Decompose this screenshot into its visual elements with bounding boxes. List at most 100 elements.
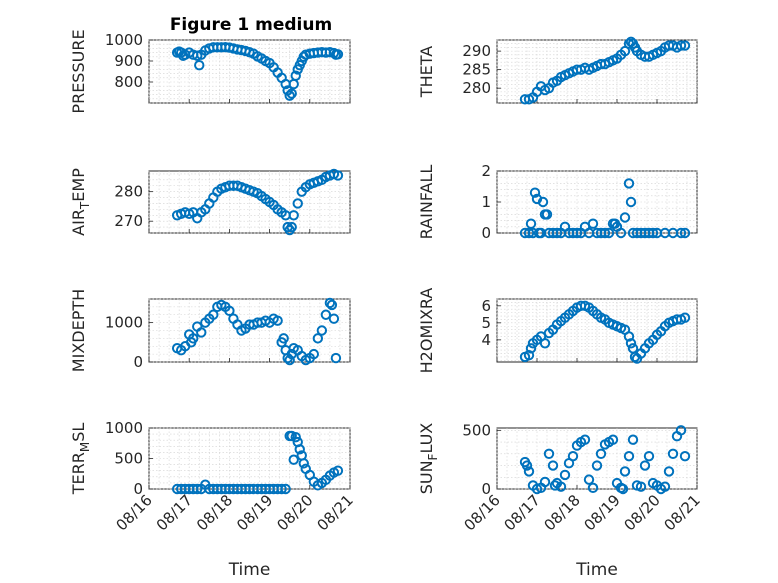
- data-point: [284, 354, 295, 366]
- y-axis-label: TERRMSL: [69, 423, 92, 496]
- data-point: [679, 40, 691, 51]
- panel-mixdepth: 0 1000 MIXDEPTH: [69, 289, 351, 372]
- data-point: [675, 227, 687, 239]
- data-point: [272, 315, 283, 326]
- data-point: [525, 218, 537, 229]
- data-point: [312, 333, 324, 344]
- panel-rainfall: 0 1 2 RAINFALL: [417, 162, 698, 242]
- y-tick-label: 4: [481, 331, 491, 349]
- data-point: [619, 212, 631, 223]
- data-point: [188, 333, 199, 344]
- data-point: [627, 434, 639, 445]
- y-tick-label: 0: [481, 480, 491, 498]
- data-point: [571, 227, 583, 239]
- data-point: [290, 431, 301, 443]
- data-point: [294, 444, 305, 455]
- y-tick-label: 6: [481, 297, 491, 315]
- y-axis-label: THETA: [417, 46, 436, 98]
- data-point: [292, 198, 303, 209]
- data-point: [543, 448, 555, 460]
- panel-air-temp: 270 280 AIRTEMP: [69, 168, 351, 236]
- data-point: [521, 460, 533, 471]
- data-point: [332, 170, 344, 181]
- data-point: [643, 450, 655, 462]
- data-point: [539, 476, 551, 488]
- data-point: [523, 227, 535, 239]
- data-point: [619, 466, 631, 477]
- data-point: [659, 481, 671, 492]
- y-tick-label: 800: [114, 73, 143, 91]
- data-point: [583, 474, 595, 485]
- data-point: [328, 313, 340, 324]
- data-point: [679, 227, 691, 239]
- y-tick-label: 500: [114, 450, 143, 468]
- data-point: [559, 469, 571, 481]
- data-point: [316, 325, 328, 336]
- y-tick-label: 0: [481, 224, 491, 242]
- data-point: [599, 227, 611, 239]
- y-tick-label: 270: [114, 212, 143, 230]
- data-point: [194, 59, 205, 71]
- data-point: [196, 327, 207, 338]
- data-point: [298, 458, 309, 469]
- data-point: [332, 49, 344, 60]
- data-point: [623, 178, 635, 189]
- data-point: [679, 312, 691, 323]
- data-point: [675, 425, 687, 436]
- data-point: [623, 331, 635, 342]
- data-point: [288, 454, 299, 465]
- y-axis-label: H2OMIXRA: [417, 288, 436, 374]
- data-point: [617, 483, 629, 495]
- data-point: [324, 297, 336, 309]
- data-point: [286, 221, 297, 233]
- y-tick-label: 1000: [105, 31, 143, 49]
- data-point: [284, 90, 295, 101]
- y-tick-label: 2: [481, 162, 491, 180]
- data-point: [286, 88, 297, 99]
- data-point: [523, 466, 535, 477]
- data-point: [332, 465, 344, 476]
- panel-h2omixra: 456 H2OMIXRA: [417, 288, 698, 374]
- y-tick-label: 5: [481, 314, 491, 332]
- data-point: [539, 338, 551, 349]
- data-point: [625, 338, 637, 349]
- y-tick-label: 285: [462, 61, 491, 79]
- data-point: [625, 196, 637, 208]
- panel-pressure: 800 900 1000 PRESSURE: [69, 29, 351, 114]
- data-point: [567, 450, 579, 462]
- y-axis-label: PRESSURE: [69, 29, 88, 113]
- y-tick-label: 280: [114, 183, 143, 201]
- y-tick-label: 900: [114, 52, 143, 70]
- data-point: [320, 309, 332, 320]
- data-point: [607, 434, 619, 445]
- data-point: [308, 348, 320, 360]
- data-point: [647, 227, 659, 239]
- data-point: [326, 299, 338, 311]
- data-point: [615, 227, 627, 239]
- data-point: [635, 481, 647, 492]
- data-point: [595, 448, 607, 460]
- y-tick-label: 1000: [105, 419, 143, 437]
- data-point: [675, 40, 687, 51]
- data-point: [288, 210, 299, 221]
- data-point: [208, 309, 219, 320]
- y-axis-label: SUNFLUX: [417, 423, 440, 495]
- data-point: [541, 209, 553, 220]
- panel-sun-flux: 050008/1608/1708/1808/1908/2008/21SUNFLU…: [417, 421, 704, 580]
- data-point: [591, 460, 603, 471]
- data-point: [330, 352, 342, 364]
- data-point: [276, 483, 287, 495]
- data-point: [549, 480, 561, 491]
- y-tick-label: 0: [133, 353, 143, 371]
- data-point: [663, 466, 675, 477]
- y-axis-label: MIXDEPTH: [69, 289, 88, 372]
- data-point: [192, 483, 203, 495]
- data-point: [537, 196, 549, 208]
- axes-frame: [148, 170, 351, 234]
- y-tick-label: 500: [462, 421, 491, 439]
- data-point: [623, 450, 635, 462]
- data-point: [603, 227, 615, 239]
- data-point: [587, 482, 599, 494]
